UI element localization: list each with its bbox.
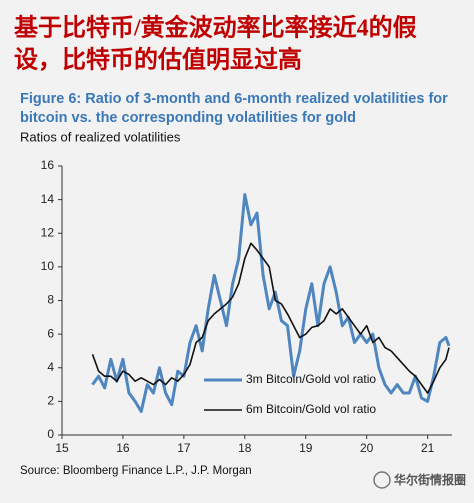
series-line — [91, 242, 450, 394]
x-tick-label: 15 — [55, 441, 69, 455]
y-tick-label: 0 — [47, 427, 54, 441]
x-tick-label: 19 — [299, 441, 313, 455]
y-tick-label: 6 — [47, 326, 54, 340]
source: Source: Bloomberg Finance L.P., J.P. Mor… — [20, 465, 252, 477]
y-tick-label: 4 — [47, 360, 54, 374]
watermark: 华尔街情报圈 — [394, 472, 466, 487]
y-tick-label: 10 — [41, 259, 55, 273]
figure-title: Figure 6: Ratio of 3-month and 6-month r… — [20, 91, 448, 107]
headline: 基于比特币/黄金波动率比率接近4的假 — [14, 14, 417, 42]
figure-title: bitcoin vs. the corresponding volatiliti… — [20, 110, 356, 126]
x-tick-label: 16 — [116, 441, 130, 455]
x-tick-label: 20 — [360, 441, 374, 455]
legend-label: 3m Bitcoin/Gold vol ratio — [246, 372, 376, 386]
series-line — [91, 193, 451, 413]
x-tick-label: 17 — [177, 441, 191, 455]
y-tick-label: 14 — [41, 192, 55, 206]
y-tick-label: 2 — [47, 394, 54, 408]
x-tick-label: 18 — [238, 441, 252, 455]
y-tick-label: 16 — [41, 158, 55, 172]
legend-label: 6m Bitcoin/Gold vol ratio — [246, 402, 376, 416]
y-tick-label: 12 — [41, 225, 55, 239]
watermark-icon — [373, 471, 391, 489]
headline: 设，比特币的估值明显过高 — [14, 46, 302, 74]
x-tick-label: 21 — [421, 441, 435, 455]
subtitle: Ratios of realized volatilities — [20, 129, 181, 144]
y-tick-label: 8 — [47, 293, 54, 307]
